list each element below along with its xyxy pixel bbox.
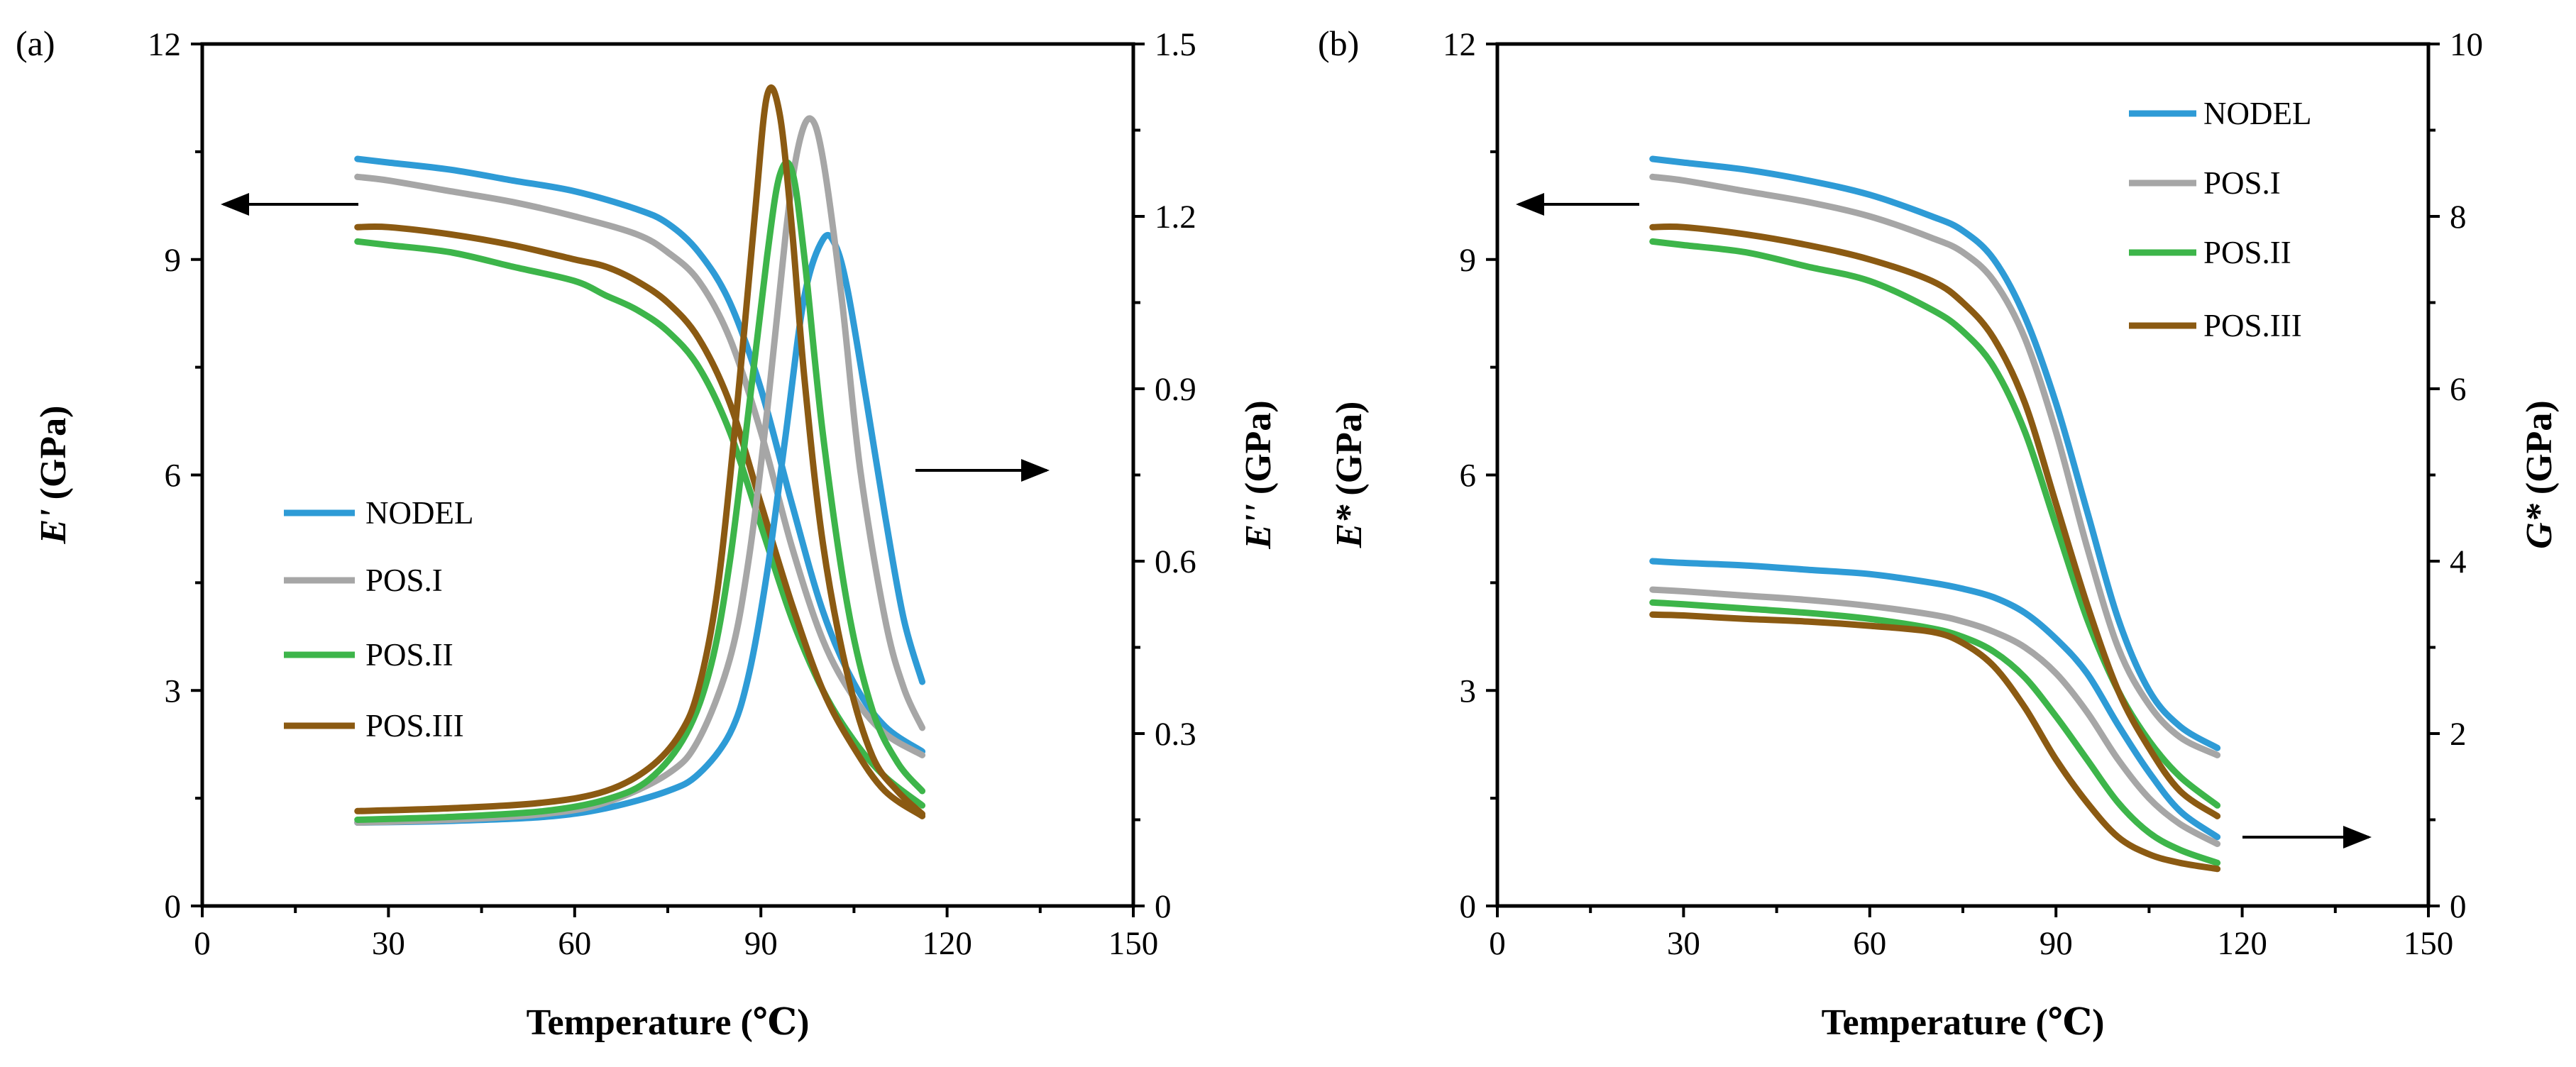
b-plot-frame: [1495, 42, 2431, 908]
b-series-nodel-right: [1649, 558, 2221, 841]
b-y-left-tick-label: 6: [1460, 458, 1477, 494]
b-series-posi-right: [1649, 586, 2221, 847]
b-y-right-symbol: G*: [2519, 503, 2560, 549]
a-y-right-tick-label: 0: [1155, 888, 1172, 925]
a-x-tick-label: 60: [558, 925, 591, 962]
a-x-tick-label: 30: [372, 925, 405, 962]
a-y-left-unit: (GPa): [33, 406, 74, 509]
a-series-posiii-left: [354, 223, 926, 819]
b-series-posii-right: [1649, 599, 2221, 866]
b-y-right-tick-label: 10: [2450, 26, 2483, 63]
panel-label-b: (b): [1318, 23, 1359, 63]
b-legend-label-nodel: NODEL: [2203, 96, 2311, 131]
b-y-right-axis-title: G* (GPa): [2519, 400, 2560, 548]
b-legend-item-nodel: NODEL: [2129, 96, 2311, 131]
b-x-tick-label: 60: [1853, 925, 1886, 962]
b-y-left-tick-label: 12: [1443, 26, 1476, 63]
b-y-left-tick-label: 3: [1460, 673, 1477, 709]
a-y-right-tick-label: 0.9: [1155, 371, 1196, 408]
b-x-tick-label: 90: [2040, 925, 2073, 962]
b-x-tick-label: 120: [2217, 925, 2267, 962]
a-y-left-axis-title: E' (GPa): [33, 406, 74, 545]
a-y-left-symbol: E': [33, 509, 74, 544]
b-y-right-tick-label: 4: [2450, 543, 2467, 580]
a-series-nodel-right: [354, 232, 926, 826]
a-y-left-tick-label: 0: [165, 888, 182, 925]
a-axis-ticks: [191, 43, 1145, 917]
panel-a: (a) 0 30 60 90 120 15003691200.30.60.91.21.5 …: [16, 23, 1279, 1043]
a-x-tick-label: 120: [922, 925, 972, 962]
a-legend-item-pos3: POS.III: [284, 708, 464, 743]
a-y-right-axis-title: E'' (GPa): [1238, 400, 1279, 549]
b-y-right-tick-label: 2: [2450, 716, 2467, 753]
b-y-right-tick-label: 8: [2450, 199, 2467, 236]
a-x-axis-title: Temperature (℃): [527, 1002, 810, 1043]
b-y-left-tick-label: 9: [1460, 242, 1477, 279]
b-axis-ticks: [1486, 43, 2440, 917]
a-series-posiii-right: [354, 84, 926, 817]
b-legend-item-pos1: POS.I: [2129, 165, 2281, 201]
a-y-right-tick-label: 1.5: [1155, 26, 1196, 63]
panel-label-a: (a): [16, 23, 55, 63]
b-y-left-unit: (GPa): [1329, 402, 1370, 505]
b-y-right-unit: (GPa): [2519, 400, 2560, 504]
a-legend-item-pos2: POS.II: [284, 637, 453, 673]
b-series-posiii-left: [1649, 223, 2221, 819]
b-legend: NODEL POS.I POS.II POS.III: [2129, 96, 2311, 343]
a-legend-item-nodel: NODEL: [284, 495, 473, 531]
a-x-tick-label: 0: [194, 925, 211, 962]
a-series-nodel-left: [354, 155, 926, 755]
b-series-nodel-left: [1649, 155, 2221, 751]
b-series-posi-left: [1649, 173, 2221, 758]
a-legend-label-pos1: POS.I: [365, 563, 443, 598]
a-plot-frame: [200, 42, 1135, 908]
a-legend-item-pos1: POS.I: [284, 563, 443, 598]
a-y-left-tick-label: 9: [165, 242, 182, 279]
b-x-tick-label: 150: [2404, 925, 2454, 962]
b-legend-label-pos1: POS.I: [2203, 165, 2281, 201]
a-y-right-tick-label: 1.2: [1155, 199, 1196, 236]
a-x-tick-label: 150: [1108, 925, 1159, 962]
b-x-tick-label: 30: [1667, 925, 1700, 962]
b-legend-item-pos3: POS.III: [2129, 308, 2302, 343]
a-series-posi-left: [354, 173, 926, 758]
a-y-right-tick-label: 0.6: [1155, 543, 1196, 580]
a-y-right-symbol: E'': [1238, 504, 1279, 550]
a-x-tick-label: 90: [744, 925, 778, 962]
a-y-right-tick-label: 0.3: [1155, 716, 1196, 753]
b-y-left-tick-label: 0: [1460, 888, 1477, 925]
b-legend-label-pos2: POS.II: [2203, 235, 2291, 270]
a-legend-label-pos2: POS.II: [365, 637, 453, 673]
a-series-lines: [354, 84, 926, 826]
a-legend-label-pos3: POS.III: [365, 708, 464, 743]
a-y-right-unit: (GPa): [1238, 400, 1279, 504]
b-legend-label-pos3: POS.III: [2203, 308, 2302, 343]
b-series-posiii-right: [1649, 611, 2221, 873]
a-legend: NODEL POS.I POS.II POS.III: [284, 495, 473, 743]
b-y-right-tick-label: 0: [2450, 888, 2467, 925]
b-x-tick-label: 0: [1489, 925, 1506, 962]
a-series-posii-right: [354, 159, 926, 823]
b-y-left-symbol: E*: [1329, 504, 1370, 549]
a-y-left-tick-label: 12: [148, 26, 181, 63]
a-y-left-tick-label: 3: [165, 673, 182, 709]
b-y-left-axis-title: E* (GPa): [1329, 402, 1370, 549]
a-legend-label-nodel: NODEL: [365, 495, 473, 531]
b-legend-item-pos2: POS.II: [2129, 235, 2291, 270]
b-y-right-tick-label: 6: [2450, 371, 2467, 408]
b-series-lines: [1649, 155, 2221, 873]
a-y-left-tick-label: 6: [165, 458, 182, 494]
b-x-axis-title: Temperature (℃): [1822, 1002, 2105, 1043]
